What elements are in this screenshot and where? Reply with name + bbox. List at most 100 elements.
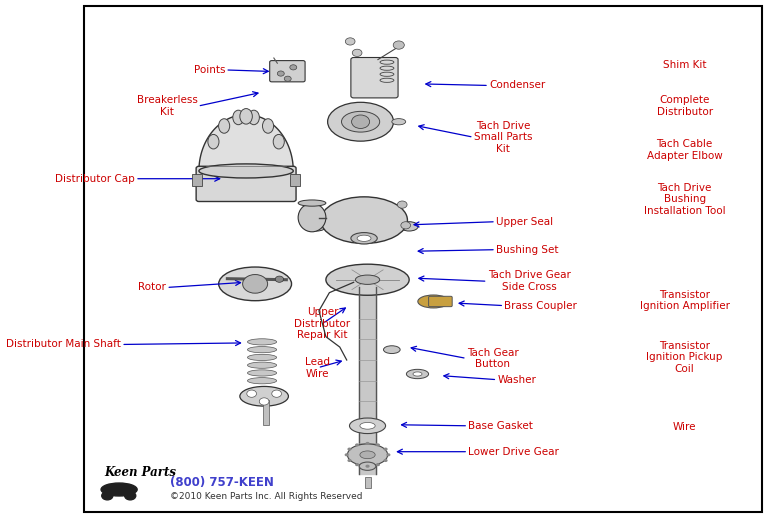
Ellipse shape (239, 109, 253, 124)
Text: Washer: Washer (497, 375, 536, 385)
Text: Tach Gear
Button: Tach Gear Button (467, 348, 518, 369)
Circle shape (290, 65, 296, 70)
Text: Upper Seal: Upper Seal (496, 217, 553, 227)
Ellipse shape (351, 233, 377, 244)
Ellipse shape (199, 164, 293, 178)
Text: Keen Parts: Keen Parts (104, 466, 176, 479)
Circle shape (387, 453, 390, 456)
Ellipse shape (407, 369, 429, 379)
Text: Tach Drive
Bushing
Installation Tool: Tach Drive Bushing Installation Tool (644, 183, 725, 216)
Text: Base Gasket: Base Gasket (468, 421, 533, 431)
Text: Points: Points (194, 65, 226, 75)
Ellipse shape (263, 119, 273, 133)
Ellipse shape (273, 135, 284, 149)
Text: Complete
Distributor: Complete Distributor (657, 95, 713, 117)
Circle shape (366, 442, 370, 445)
Circle shape (352, 49, 362, 56)
Ellipse shape (247, 370, 276, 376)
Ellipse shape (360, 423, 375, 429)
Circle shape (345, 453, 349, 456)
Ellipse shape (356, 275, 380, 284)
Ellipse shape (101, 483, 137, 496)
Circle shape (383, 459, 387, 462)
Circle shape (243, 275, 268, 293)
Circle shape (401, 222, 410, 229)
Ellipse shape (413, 372, 422, 376)
Ellipse shape (418, 295, 449, 308)
Circle shape (277, 71, 284, 76)
Circle shape (347, 448, 352, 451)
Circle shape (383, 448, 387, 451)
Circle shape (376, 443, 380, 447)
Circle shape (347, 459, 352, 462)
Ellipse shape (320, 197, 407, 243)
Text: Wire: Wire (673, 422, 696, 433)
Ellipse shape (298, 200, 326, 206)
Circle shape (284, 76, 291, 81)
Ellipse shape (308, 222, 326, 231)
Ellipse shape (357, 235, 371, 241)
Circle shape (355, 443, 359, 447)
Bar (290, 174, 300, 186)
Ellipse shape (219, 119, 229, 133)
Ellipse shape (239, 386, 289, 406)
Text: Distributor Main Shaft: Distributor Main Shaft (6, 339, 121, 350)
Text: Lower Drive Gear: Lower Drive Gear (468, 447, 559, 457)
Ellipse shape (327, 103, 393, 141)
Ellipse shape (347, 444, 387, 466)
Circle shape (275, 276, 283, 282)
Text: Tach Drive Gear
Side Cross: Tach Drive Gear Side Cross (487, 270, 571, 292)
Text: Bushing Set: Bushing Set (496, 244, 558, 255)
Ellipse shape (298, 204, 326, 232)
Ellipse shape (247, 354, 276, 361)
Circle shape (259, 398, 269, 405)
Ellipse shape (360, 451, 375, 459)
Ellipse shape (392, 119, 406, 125)
FancyBboxPatch shape (429, 296, 452, 307)
Text: Rotor: Rotor (139, 282, 166, 293)
Ellipse shape (247, 362, 276, 368)
Text: ©2010 Keen Parts Inc. All Rights Reserved: ©2010 Keen Parts Inc. All Rights Reserve… (169, 492, 362, 501)
Circle shape (272, 390, 282, 397)
Circle shape (102, 492, 113, 500)
Ellipse shape (247, 339, 276, 345)
FancyBboxPatch shape (351, 57, 398, 98)
Ellipse shape (247, 378, 276, 384)
Ellipse shape (342, 111, 380, 132)
Text: Breakerless
Kit: Breakerless Kit (136, 95, 198, 117)
FancyBboxPatch shape (196, 166, 296, 202)
Ellipse shape (326, 264, 409, 295)
Ellipse shape (219, 267, 292, 300)
Text: Brass Coupler: Brass Coupler (504, 300, 577, 311)
Bar (192, 174, 203, 186)
Text: Shim Kit: Shim Kit (663, 60, 706, 70)
Text: Tach Drive
Small Parts
Kit: Tach Drive Small Parts Kit (474, 121, 532, 154)
Circle shape (247, 390, 256, 397)
Circle shape (352, 115, 370, 128)
Text: Distributor Cap: Distributor Cap (55, 174, 135, 184)
Circle shape (345, 38, 355, 45)
Circle shape (397, 201, 407, 208)
Ellipse shape (247, 347, 276, 353)
Circle shape (355, 463, 359, 466)
Text: Transistor
Ignition Amplifier: Transistor Ignition Amplifier (640, 290, 730, 311)
Ellipse shape (400, 222, 418, 231)
Ellipse shape (383, 346, 400, 354)
Ellipse shape (233, 110, 244, 125)
Text: Tach Cable
Adapter Elbow: Tach Cable Adapter Elbow (647, 139, 722, 161)
Circle shape (393, 41, 404, 49)
Text: (800) 757-KEEN: (800) 757-KEEN (169, 476, 273, 490)
Text: Condenser: Condenser (489, 80, 545, 91)
Text: Transistor
Ignition Pickup
Coil: Transistor Ignition Pickup Coil (647, 341, 723, 374)
Bar (263, 400, 269, 425)
FancyBboxPatch shape (270, 61, 305, 82)
Ellipse shape (359, 462, 376, 470)
Polygon shape (199, 114, 293, 171)
Text: Lead
Wire: Lead Wire (305, 357, 330, 379)
Bar (366, 477, 371, 488)
Ellipse shape (350, 418, 386, 434)
Circle shape (125, 492, 136, 500)
Ellipse shape (208, 135, 219, 149)
Text: Upper
Distributor
Repair Kit: Upper Distributor Repair Kit (294, 307, 350, 340)
Ellipse shape (248, 110, 259, 125)
